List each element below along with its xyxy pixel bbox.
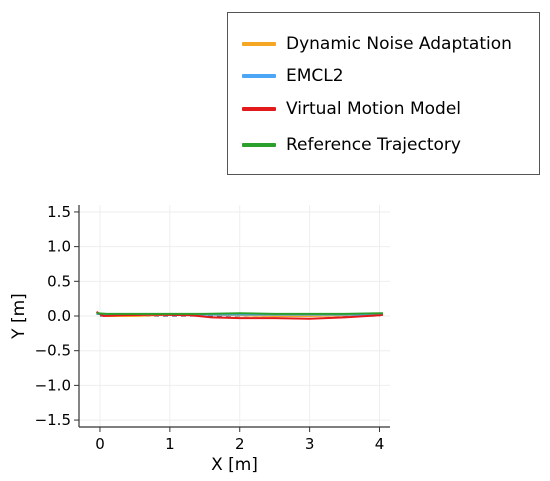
y-tick-label: 1.5 — [47, 203, 71, 221]
series-line-reference-trajectory — [96, 312, 384, 315]
x-tick-label: 4 — [375, 435, 385, 453]
legend-item: EMCL2 — [242, 66, 344, 86]
y-axis-title: Y [m] — [9, 293, 29, 340]
x-tick-label: 1 — [165, 435, 175, 453]
legend-label: Virtual Motion Model — [286, 99, 462, 119]
legend-item: Virtual Motion Model — [242, 99, 461, 119]
series-lines — [95, 310, 384, 320]
series-line-virtual-motion-model — [95, 310, 384, 320]
y-tick-label: 0.0 — [47, 307, 71, 325]
legend-item: Dynamic Noise Adaptation — [242, 34, 512, 54]
y-tick-label: −0.5 — [35, 342, 71, 360]
axes — [74, 205, 390, 432]
x-tick-label: 3 — [305, 435, 315, 453]
y-tick-label: 0.5 — [47, 272, 71, 290]
legend-swatch — [242, 42, 276, 46]
legend-label: Reference Trajectory — [286, 135, 461, 155]
x-tick-label: 2 — [235, 435, 245, 453]
legend-swatch — [242, 143, 276, 147]
legend-label: Dynamic Noise Adaptation — [286, 34, 512, 54]
legend-item: Reference Trajectory — [242, 135, 461, 155]
y-tick-label: −1.5 — [35, 411, 71, 429]
y-tick-label: 1.0 — [47, 238, 71, 256]
legend-swatch — [242, 74, 276, 78]
y-tick-label: −1.0 — [35, 376, 71, 394]
legend-label: EMCL2 — [286, 66, 344, 86]
tick-labels: 0 1 2 3 4 1.5 1.0 0.5 0.0 −0.5 −1.0 −1.5 — [35, 203, 385, 453]
legend-swatch — [242, 107, 276, 111]
x-axis-title: X [m] — [211, 455, 258, 475]
chart-legend: Dynamic Noise Adaptation EMCL2 Virtual Mot… — [227, 12, 540, 175]
x-tick-label: 0 — [95, 435, 105, 453]
